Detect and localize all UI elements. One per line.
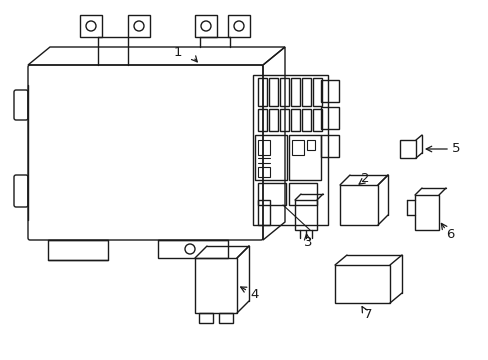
Bar [294,200,316,230]
Bar [258,140,269,155]
Bar [280,78,288,106]
Bar [258,109,266,131]
Bar [302,109,310,131]
Bar [334,265,389,303]
Bar [288,183,316,205]
Bar [252,75,327,225]
Bar [199,313,213,323]
Bar [306,140,314,150]
Bar [280,109,288,131]
Bar [258,78,266,106]
Text: 4: 4 [250,288,259,302]
Bar [268,109,278,131]
Bar [258,183,285,205]
Bar [258,200,269,225]
Bar [291,140,304,155]
Text: 1: 1 [173,45,182,58]
Bar [414,195,438,230]
Bar [339,185,377,225]
Bar [268,78,278,106]
Bar [302,78,310,106]
Text: 5: 5 [451,141,459,154]
Bar [254,135,286,180]
Bar [258,167,269,177]
Text: 2: 2 [360,171,368,184]
Bar [320,80,338,102]
Bar [288,135,320,180]
Bar [290,78,299,106]
Bar [320,107,338,129]
Bar [290,109,299,131]
Text: 7: 7 [363,309,371,321]
Bar [399,140,415,158]
Text: 6: 6 [445,229,453,242]
Bar [80,15,102,37]
Bar [312,109,321,131]
Text: 3: 3 [303,237,312,249]
Bar [312,78,321,106]
Bar [227,15,249,37]
Bar [195,15,217,37]
Bar [320,135,338,157]
Bar [219,313,232,323]
Bar [128,15,150,37]
Bar [195,258,237,313]
